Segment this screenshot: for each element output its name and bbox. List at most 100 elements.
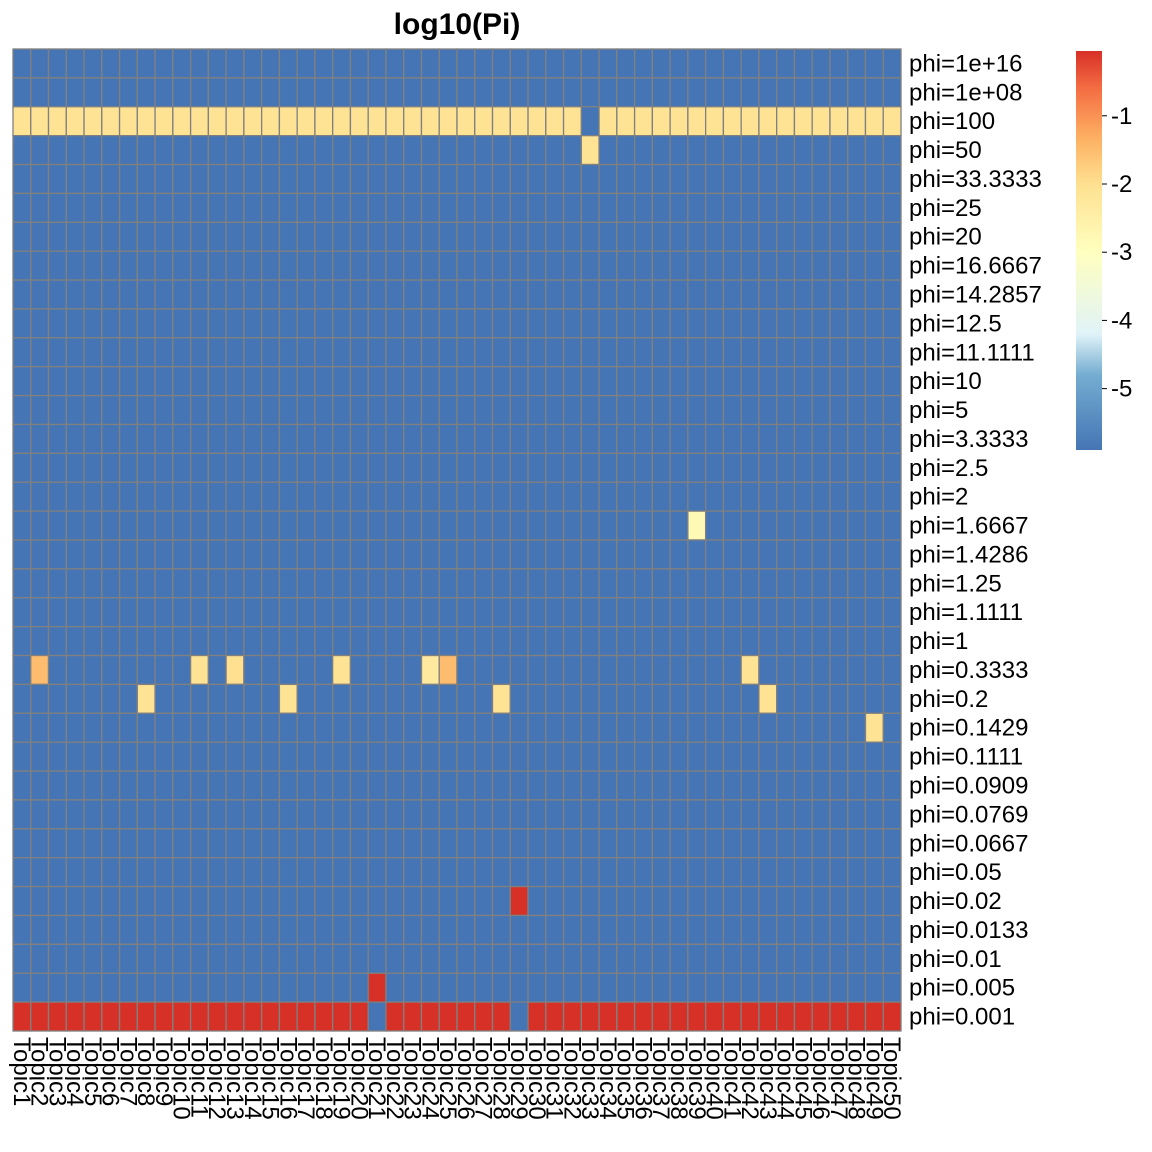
row-label: phi=0.3333 bbox=[909, 657, 1028, 684]
heatmap-cell bbox=[847, 857, 867, 888]
heatmap-cell bbox=[260, 597, 281, 628]
heatmap-cell bbox=[580, 770, 600, 801]
heatmap-cell bbox=[420, 712, 440, 743]
column-label: Topic23 bbox=[399, 1037, 426, 1120]
heatmap-cell bbox=[101, 337, 121, 368]
heatmap-cell bbox=[598, 106, 618, 137]
heatmap-cell bbox=[420, 192, 440, 223]
legend-tick-label: -5 bbox=[1111, 376, 1132, 403]
heatmap-cell bbox=[669, 712, 689, 743]
heatmap-cell bbox=[474, 568, 494, 599]
heatmap-cell bbox=[474, 741, 494, 772]
heatmap-cell bbox=[758, 972, 778, 1003]
heatmap-cell bbox=[30, 943, 50, 974]
heatmap-cell bbox=[30, 857, 50, 888]
heatmap-cell bbox=[829, 423, 849, 455]
heatmap-cell bbox=[349, 654, 369, 686]
heatmap-cell bbox=[296, 48, 316, 79]
heatmap-cell bbox=[740, 857, 760, 888]
heatmap-cell bbox=[118, 799, 138, 830]
heatmap-cell bbox=[278, 394, 298, 426]
heatmap-cell bbox=[616, 106, 636, 137]
heatmap-cell bbox=[83, 481, 103, 512]
heatmap-cell bbox=[669, 423, 689, 455]
heatmap-cell bbox=[207, 106, 227, 137]
heatmap-cell bbox=[829, 48, 849, 79]
heatmap-cell bbox=[207, 828, 227, 859]
heatmap-cell bbox=[633, 192, 654, 223]
heatmap-cell bbox=[278, 568, 298, 599]
column-label: Topic40 bbox=[701, 1037, 728, 1120]
heatmap-cell bbox=[296, 452, 316, 483]
heatmap-cell bbox=[474, 337, 494, 368]
heatmap-cell bbox=[722, 568, 742, 599]
heatmap-cell bbox=[278, 134, 298, 166]
heatmap-cell bbox=[562, 337, 582, 368]
heatmap-cell bbox=[225, 712, 245, 743]
heatmap-cell bbox=[509, 683, 529, 714]
heatmap-cell bbox=[136, 366, 156, 397]
heatmap-cell bbox=[172, 134, 192, 166]
heatmap-cell bbox=[527, 683, 547, 714]
heatmap-cell bbox=[491, 683, 511, 714]
heatmap-cell bbox=[367, 857, 387, 888]
heatmap-cell bbox=[12, 683, 32, 714]
heatmap-cell bbox=[598, 857, 618, 888]
heatmap-cell bbox=[687, 539, 707, 570]
heatmap-cell bbox=[474, 452, 494, 483]
heatmap-cell bbox=[864, 366, 884, 397]
heatmap-cell bbox=[598, 423, 618, 455]
heatmap-cell bbox=[65, 337, 85, 368]
heatmap-cell bbox=[385, 308, 405, 339]
heatmap-cell bbox=[562, 539, 582, 570]
heatmap-cell bbox=[829, 972, 849, 1003]
heatmap-cell bbox=[349, 481, 369, 512]
heatmap-cell bbox=[12, 828, 32, 859]
heatmap-cell bbox=[225, 279, 245, 310]
heatmap-cell bbox=[456, 770, 476, 801]
heatmap-cell bbox=[598, 192, 618, 223]
heatmap-cell bbox=[207, 1001, 227, 1032]
heatmap-cell bbox=[829, 885, 849, 917]
heatmap-cell bbox=[403, 568, 423, 599]
heatmap-cell bbox=[669, 799, 689, 830]
heatmap-cell bbox=[829, 568, 849, 599]
heatmap-cell bbox=[296, 106, 316, 137]
heatmap-cell bbox=[776, 828, 796, 859]
heatmap-cell bbox=[172, 308, 192, 339]
column-label: Topic18 bbox=[310, 1037, 337, 1120]
heatmap-cell bbox=[403, 626, 423, 657]
heatmap-cell bbox=[882, 48, 902, 79]
heatmap-cell bbox=[704, 626, 725, 657]
heatmap-cell bbox=[562, 423, 582, 455]
heatmap-cell bbox=[47, 568, 67, 599]
heatmap-cell bbox=[704, 134, 725, 166]
heatmap-cell bbox=[296, 366, 316, 397]
heatmap-cell bbox=[278, 770, 298, 801]
heatmap-cell bbox=[669, 539, 689, 570]
heatmap-cell bbox=[474, 77, 494, 108]
heatmap-cell bbox=[172, 221, 192, 252]
heatmap-cell bbox=[651, 1001, 671, 1032]
column-label: Topic20 bbox=[345, 1037, 372, 1120]
heatmap-cell bbox=[189, 250, 210, 281]
heatmap-cell bbox=[740, 250, 760, 281]
heatmap-cell bbox=[314, 539, 334, 570]
heatmap-cell bbox=[456, 221, 476, 252]
heatmap-cell bbox=[456, 77, 476, 108]
heatmap-cell bbox=[83, 192, 103, 223]
heatmap-cell bbox=[722, 423, 742, 455]
heatmap-cell bbox=[367, 48, 387, 79]
heatmap-cell bbox=[882, 423, 902, 455]
heatmap-cell bbox=[758, 163, 778, 195]
column-label: Topic29 bbox=[505, 1037, 532, 1120]
heatmap-cell bbox=[260, 828, 281, 859]
heatmap-cell bbox=[154, 192, 174, 223]
heatmap-cell bbox=[243, 943, 263, 974]
heatmap-cell bbox=[65, 250, 85, 281]
heatmap-cell bbox=[83, 250, 103, 281]
heatmap-cell bbox=[332, 1001, 352, 1032]
heatmap-cell bbox=[65, 799, 85, 830]
heatmap-cell bbox=[669, 626, 689, 657]
heatmap-cell bbox=[154, 510, 174, 541]
